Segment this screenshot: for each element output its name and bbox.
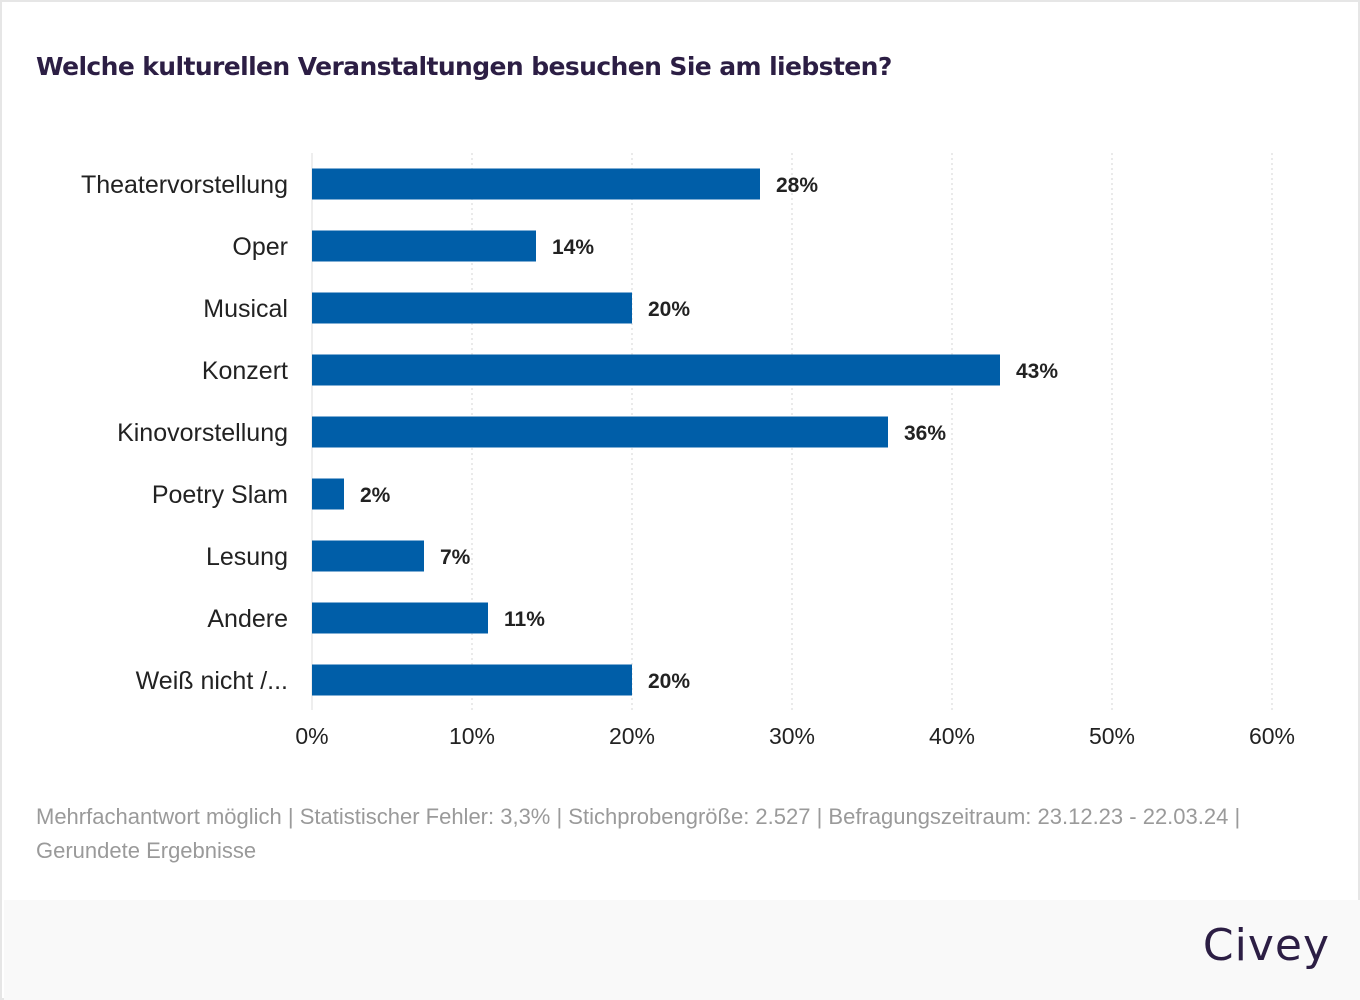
x-tick-label: 20% [609, 723, 655, 749]
category-label: Musical [203, 295, 288, 323]
value-label: 14% [552, 236, 594, 259]
value-label: 43% [1016, 360, 1058, 383]
category-label: Lesung [206, 543, 288, 571]
bar [312, 540, 424, 572]
x-tick-label: 0% [295, 723, 328, 749]
value-label: 28% [776, 174, 818, 197]
category-label: Oper [232, 233, 288, 261]
bar [312, 354, 1000, 386]
value-label: 2% [360, 484, 391, 507]
bar [312, 664, 632, 696]
category-label: Poetry Slam [152, 481, 288, 509]
category-label: Weiß nicht /... [136, 667, 288, 695]
category-label: Kinovorstellung [117, 419, 288, 447]
value-label: 11% [504, 608, 545, 631]
x-tick-label: 10% [449, 723, 495, 749]
category-label: Konzert [202, 357, 288, 385]
x-tick-label: 50% [1089, 723, 1135, 749]
bar [312, 478, 344, 510]
chart-title: Welche kulturellen Veranstaltungen besuc… [36, 52, 892, 81]
value-label: 20% [648, 670, 690, 693]
civey-logo: Civey [1202, 920, 1330, 971]
x-tick-label: 60% [1249, 723, 1295, 749]
footer-bar: Civey [4, 900, 1360, 1000]
x-tick-label: 40% [929, 723, 975, 749]
bar [312, 292, 632, 324]
value-label: 7% [440, 546, 471, 569]
bar [312, 230, 536, 262]
value-label: 36% [904, 422, 946, 445]
bar-chart: 0% 10% 20% 30% 40% 50% 60% Theatervorstellung 28… [81, 153, 1295, 749]
x-tick-label: 30% [769, 723, 815, 749]
value-label: 20% [648, 298, 690, 321]
bar [312, 416, 888, 448]
bar [312, 602, 488, 634]
category-label: Andere [207, 605, 288, 633]
category-label: Theatervorstellung [81, 171, 288, 199]
chart-footnote: Mehrfachantwort möglich | Statistischer … [36, 804, 1241, 863]
bar [312, 168, 760, 200]
